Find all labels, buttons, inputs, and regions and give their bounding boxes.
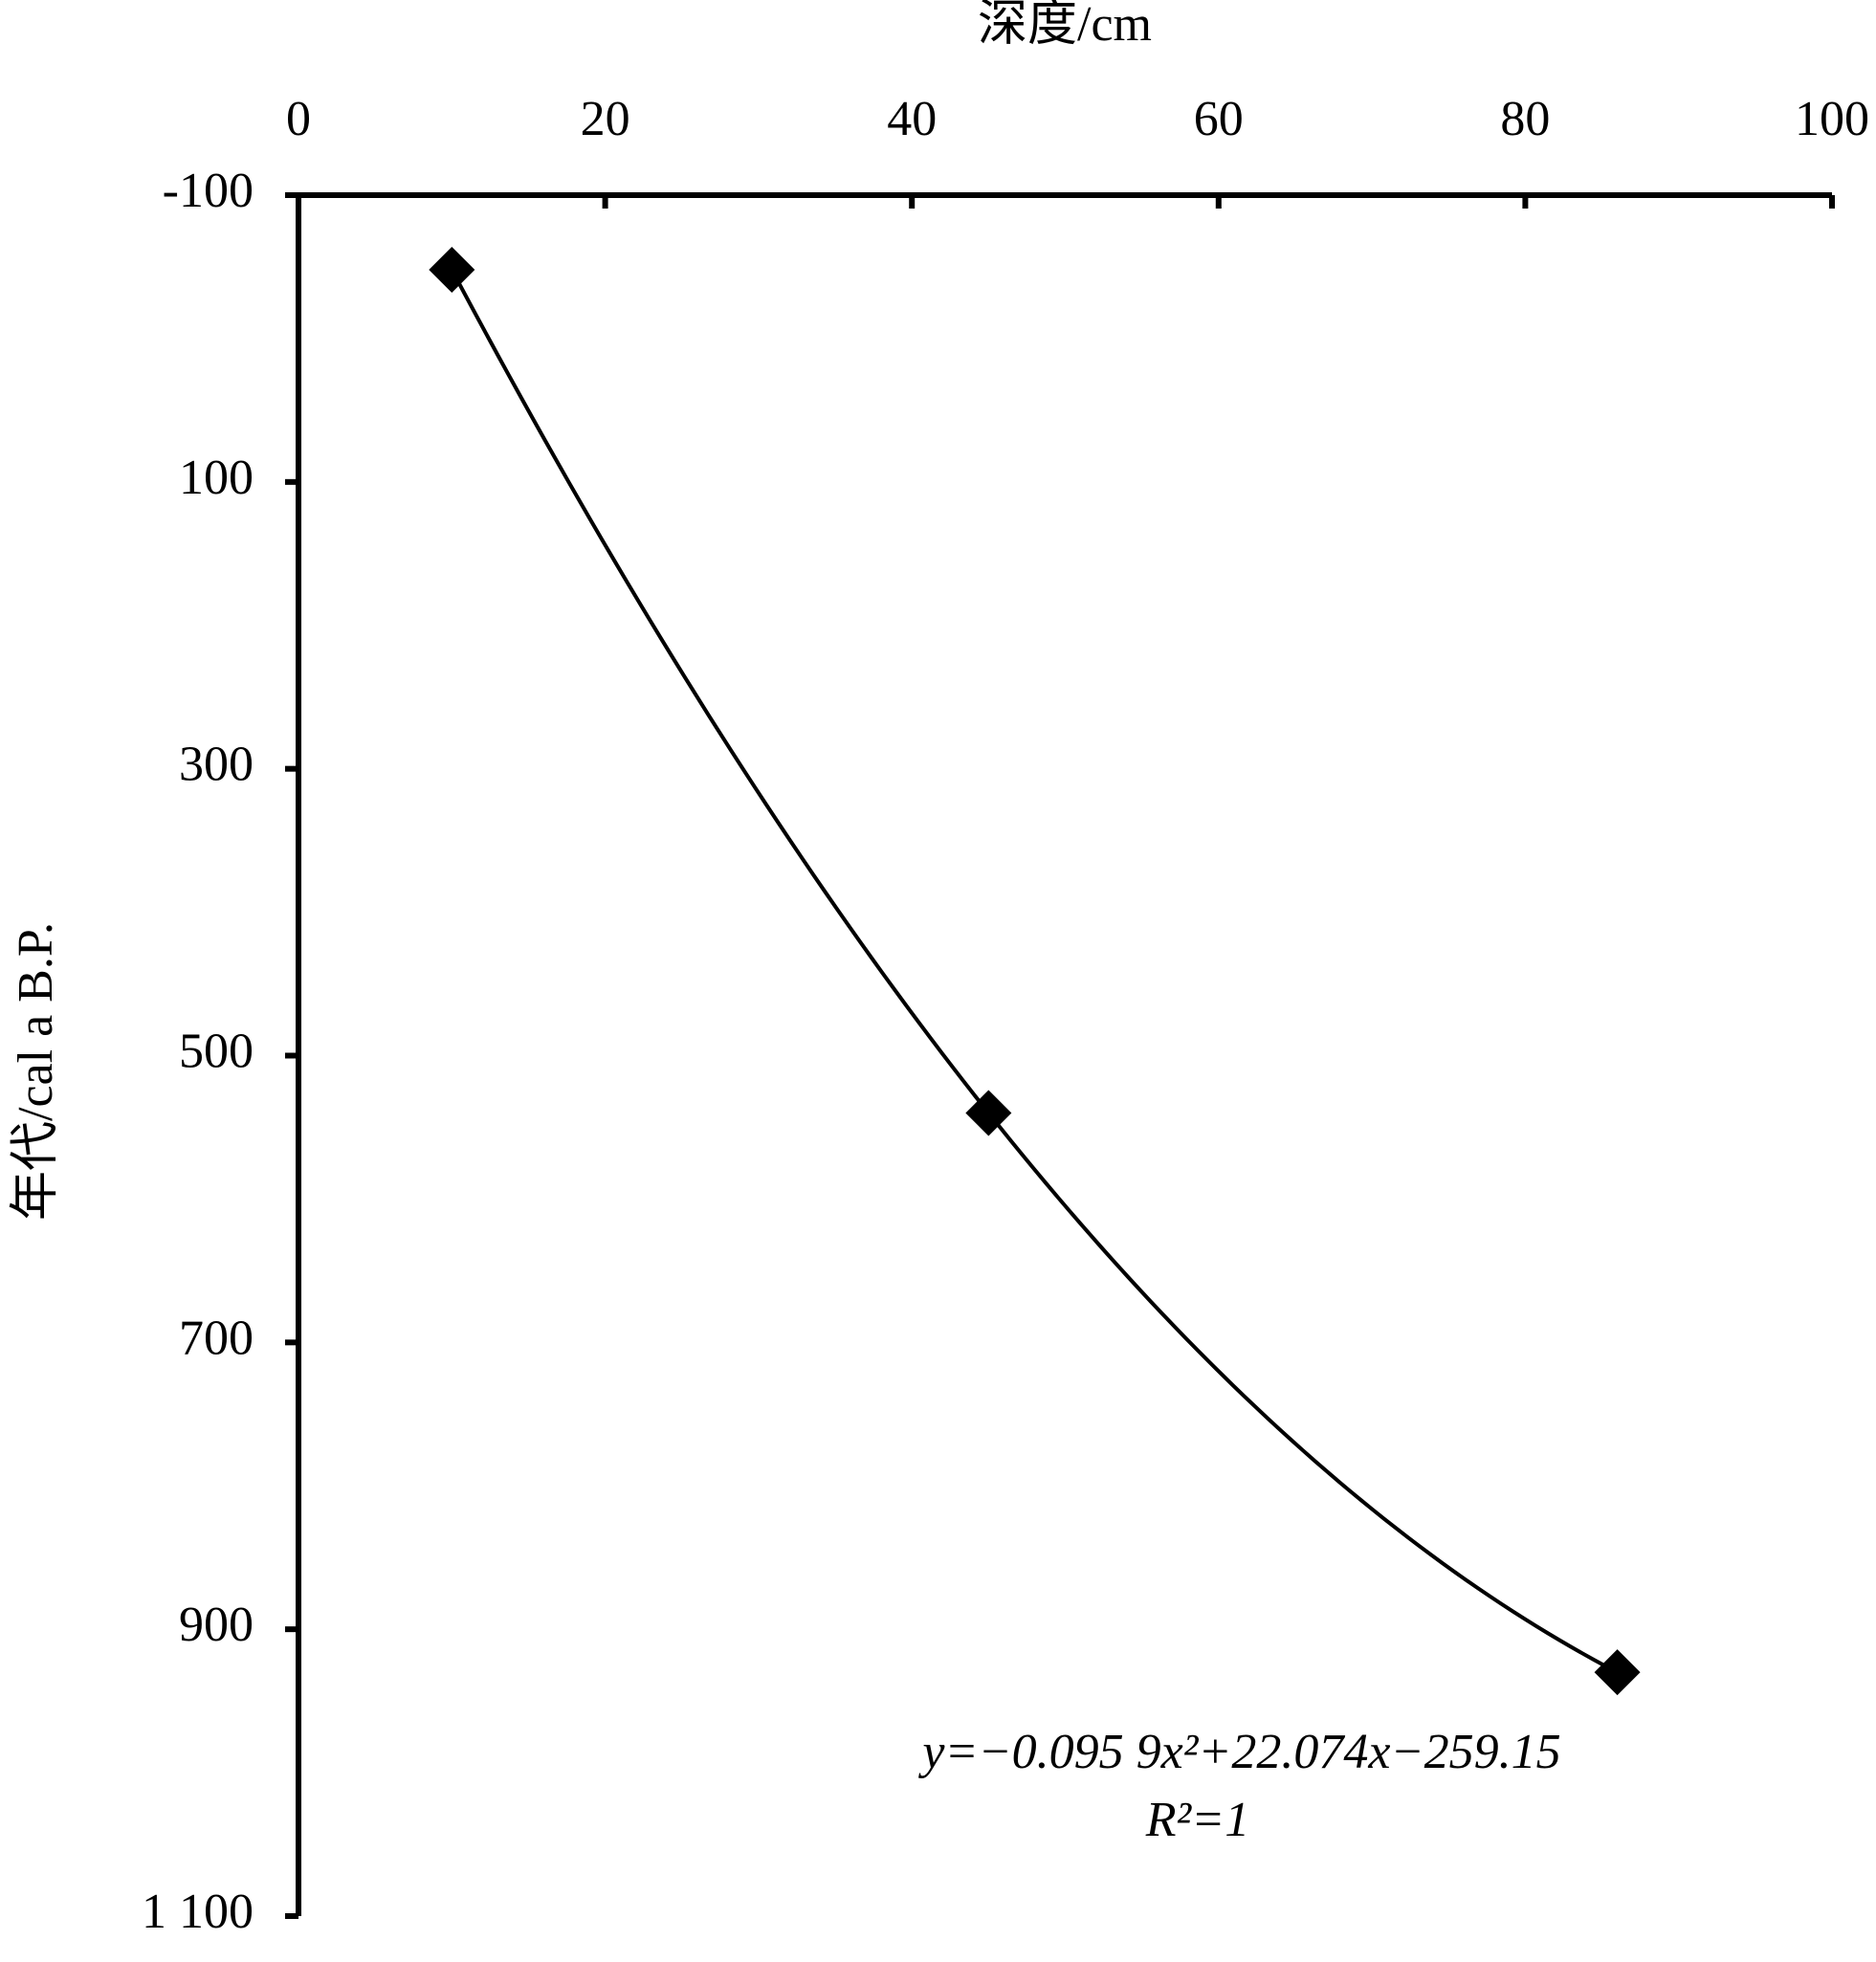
- x-tick-label: 0: [286, 92, 311, 146]
- trend-line: [450, 269, 1619, 1674]
- y-tick-label: 1 100: [142, 1885, 254, 1939]
- y-axis-title: 年代/cal a B.P.: [9, 922, 63, 1221]
- x-tick-label: 60: [1194, 92, 1244, 146]
- r-squared: R²=1: [1145, 1793, 1249, 1847]
- y-tick-label: -100: [163, 164, 254, 218]
- y-tick-label: 300: [179, 738, 254, 792]
- x-tick-label: 80: [1500, 92, 1550, 146]
- point: [965, 1090, 1012, 1136]
- x-tick-label: 40: [887, 92, 937, 146]
- y-tick-label: 900: [179, 1598, 254, 1652]
- x-tick-label: 100: [1795, 92, 1869, 146]
- x-axis-title: 深度/cm: [978, 0, 1152, 52]
- equation: y=−0.095 9x²+22.074x−259.15: [917, 1725, 1560, 1779]
- point: [1594, 1649, 1641, 1696]
- x-tick-label: 20: [581, 92, 630, 146]
- y-tick-label: 500: [179, 1024, 254, 1078]
- point: [429, 246, 475, 293]
- y-tick-label: 700: [179, 1311, 254, 1365]
- y-tick-label: 100: [179, 451, 254, 505]
